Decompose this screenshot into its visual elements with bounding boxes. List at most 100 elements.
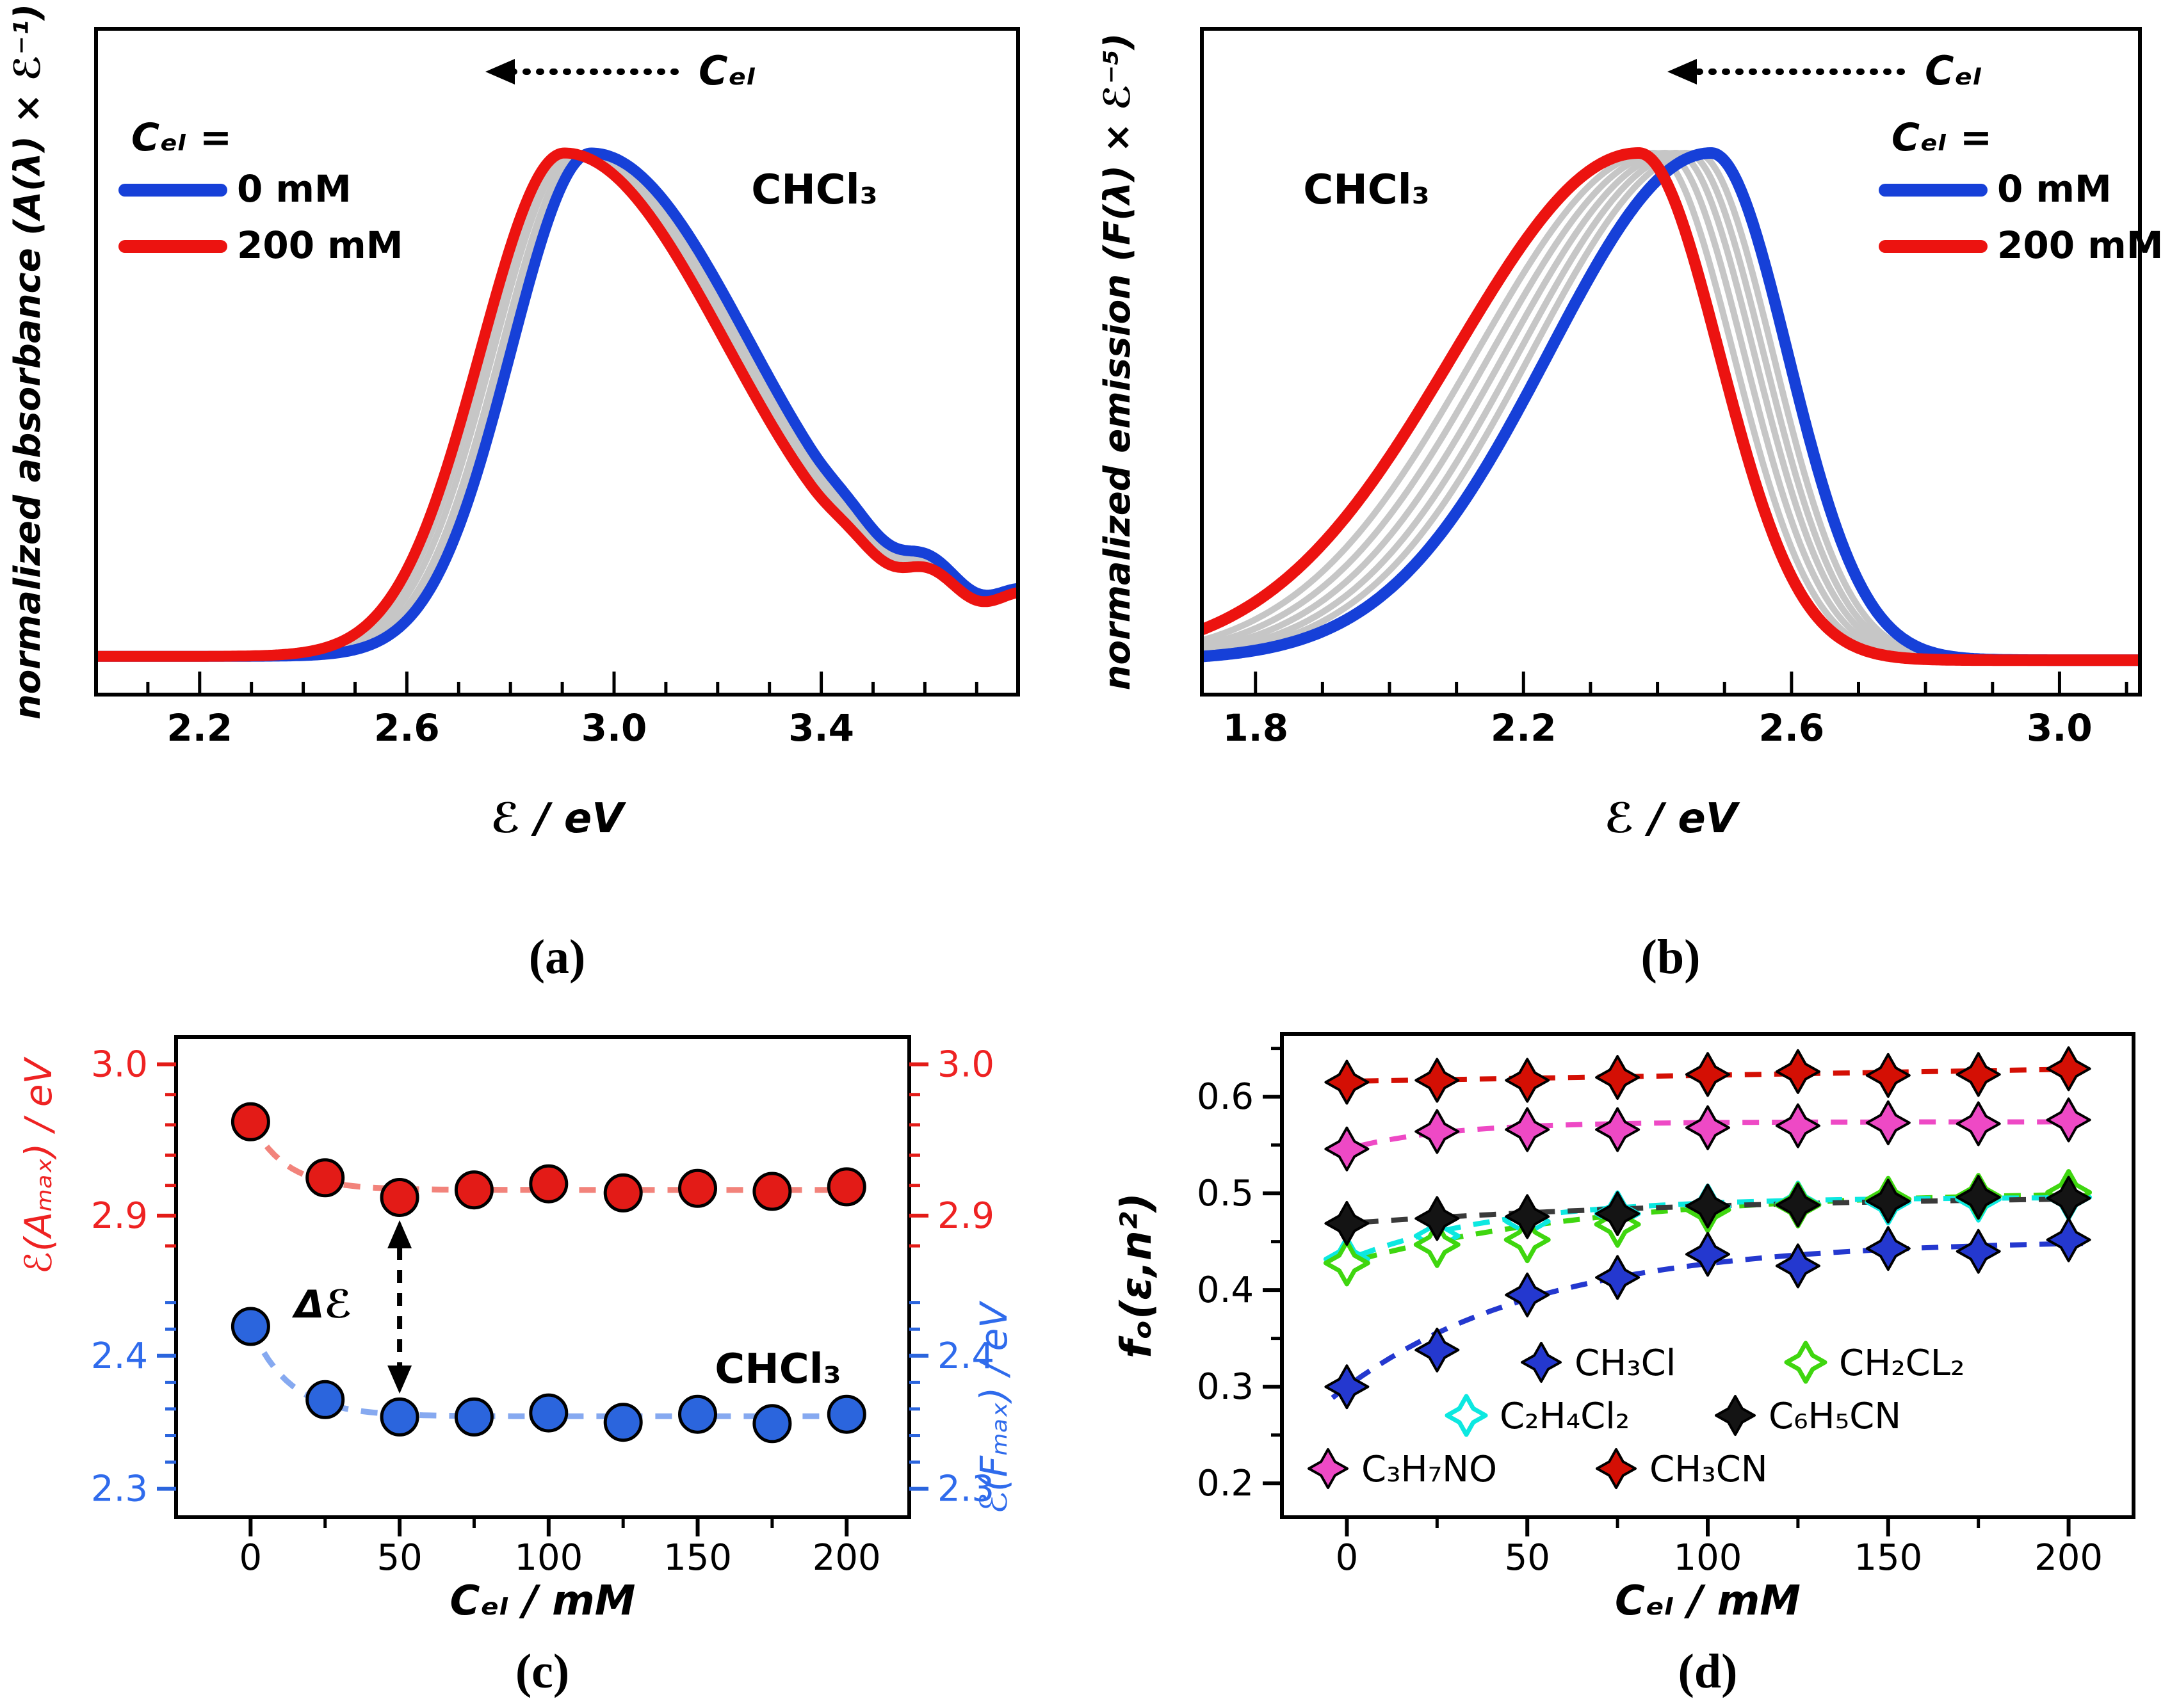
caption-a: (a)	[528, 930, 586, 984]
red-tick-label: 2.9	[937, 1195, 994, 1237]
data-point-C₃H₇NO	[2046, 1097, 2091, 1143]
blue-tick-label: 2.3	[91, 1469, 148, 1510]
red-data-point	[752, 1172, 792, 1211]
x-tick-label: 0	[1336, 1537, 1359, 1579]
data-point-CH₂CL₂	[1323, 1239, 1370, 1287]
data-point-C₃H₇NO	[1505, 1107, 1550, 1152]
data-point-C₃H₇NO	[1865, 1100, 1911, 1145]
data-point-C₃H₇NO	[1595, 1107, 1640, 1152]
legend-label: C₆H₅CN	[1769, 1396, 1901, 1437]
data-point-CH₂CL₂	[1503, 1216, 1551, 1264]
legend-label: CH₃CN	[1649, 1449, 1768, 1490]
red-axis-label: ℰ(Aₘₐₓ) / eV	[17, 1056, 60, 1274]
data-point-C₆H₅CN	[1865, 1179, 1911, 1224]
y-tick-label: 0.5	[1197, 1173, 1254, 1214]
legend-label: C₃H₇NO	[1361, 1449, 1497, 1490]
legend-marker-CH₃Cl	[1521, 1342, 1562, 1383]
legend-marker-C₆H₅CN	[1715, 1395, 1756, 1436]
legend-label: C₂H₄Cl₂	[1500, 1396, 1630, 1437]
blue-data-point	[603, 1403, 643, 1442]
spectrum-curve-intermediate-3	[98, 150, 1016, 660]
x-tick-label: 2.6	[1758, 706, 1824, 750]
legend-marker-C₂H₄Cl₂	[1445, 1394, 1488, 1437]
blue-tick-label: 2.4	[937, 1335, 994, 1377]
data-point-CH₃CN	[1414, 1058, 1460, 1103]
cel-arrow-head-icon	[485, 59, 515, 85]
x-axis-label: ℰ / eV	[490, 795, 626, 842]
data-point-C₃H₇NO	[1414, 1109, 1460, 1154]
spectrum-curve-intermediate-4	[98, 150, 1016, 660]
legend-marker-CH₃CN	[1596, 1448, 1637, 1489]
x-axis-label: Cₑₗ / mM	[450, 1577, 636, 1625]
panel-d-polarity-chart: 0.2 0.3 0.4 0.5 0.6 0 50 100 150 200 Cₑₗ / mM fₒ(ε,…	[1112, 1032, 2135, 1625]
data-point-CH₃CN	[1324, 1059, 1370, 1105]
spectrum-curve-200 mM	[1204, 147, 2138, 666]
data-point-C₆H₅CN	[1324, 1201, 1370, 1246]
legend-label: 200 mM	[237, 223, 403, 267]
data-point-C₃H₇NO	[1775, 1103, 1820, 1148]
red-data-point	[231, 1102, 270, 1141]
blue-data-point	[827, 1394, 866, 1434]
data-point-CH₃Cl	[2046, 1217, 2091, 1262]
data-point-C₆H₅CN	[1685, 1183, 1730, 1229]
y-axis-label: fₒ(ε,n²)	[1112, 1193, 1161, 1358]
blue-data-point	[380, 1397, 419, 1437]
spectrum-curve-0 mM	[98, 147, 1016, 662]
data-point-CH₃CN	[1956, 1052, 2001, 1097]
x-tick-label: 0	[239, 1537, 263, 1579]
blue-data-point	[529, 1393, 569, 1433]
blue-axis-label: ℰ(Fₘₐₓ) / eV	[972, 1300, 1016, 1514]
red-data-point	[529, 1164, 569, 1204]
legend-marker-C₃H₇NO	[1308, 1448, 1349, 1489]
x-tick-label: 100	[514, 1537, 583, 1579]
cel-arrow-label: Cₑₗ	[1925, 47, 1982, 94]
red-tick-label: 3.0	[937, 1044, 994, 1086]
panel-a-absorbance-chart: 2.2 2.6 3.0 3.4 ℰ / eV normalized absorbance …	[7, 4, 1020, 842]
delta-arrow-up-head-icon	[387, 1220, 412, 1248]
x-tick-label: 3.4	[788, 706, 854, 750]
x-tick-label: 50	[1505, 1537, 1550, 1579]
data-point-C₆H₅CN	[2046, 1175, 2091, 1221]
data-point-C₆H₅CN	[1414, 1196, 1460, 1241]
x-axis-label: Cₑₗ / mM	[1615, 1577, 1801, 1625]
data-point-CH₃Cl	[1595, 1255, 1640, 1300]
legend-title: Cₑₗ =	[131, 115, 232, 160]
plot-frame	[1200, 27, 2142, 697]
x-tick-label: 200	[813, 1537, 881, 1579]
spectrum-curve-intermediate-2	[98, 150, 1016, 660]
spectrum-curve-intermediate-1	[98, 150, 1016, 660]
data-point-CH₃Cl	[1505, 1272, 1550, 1317]
red-data-point	[678, 1168, 717, 1208]
y-tick-label: 0.6	[1197, 1076, 1254, 1118]
blue-data-point	[231, 1307, 270, 1346]
x-tick-label: 150	[663, 1537, 732, 1579]
trend-line-CH₃Cl	[1331, 1241, 2084, 1400]
red-data-point	[305, 1158, 345, 1198]
legend-label: CH₃Cl	[1575, 1342, 1676, 1384]
caption-d: (d)	[1678, 1645, 1738, 1698]
data-point-CH₂CL₂	[1413, 1221, 1461, 1268]
legend-label: CH₂CL₂	[1839, 1342, 1964, 1384]
data-point-CH₃Cl	[1956, 1229, 2001, 1274]
cel-arrow-head-icon	[1667, 59, 1697, 85]
data-point-C₆H₅CN	[1595, 1191, 1640, 1236]
x-tick-label: 150	[1854, 1537, 1922, 1579]
data-point-CH₃Cl	[1865, 1226, 1911, 1271]
solvent-label: CHCl₃	[715, 1346, 841, 1393]
data-point-C₃H₇NO	[1324, 1126, 1370, 1172]
spectra-curves	[1204, 147, 2138, 666]
data-point-C₆H₅CN	[1505, 1194, 1550, 1239]
blue-data-point	[305, 1380, 345, 1419]
data-point-CH₃CN	[1595, 1055, 1640, 1100]
legend-label: 200 mM	[1997, 223, 2163, 267]
caption-c: (c)	[515, 1645, 570, 1698]
x-tick-label: 100	[1674, 1537, 1742, 1579]
cel-arrow-label: Cₑₗ	[699, 47, 756, 94]
x-tick-label: 3.0	[581, 706, 647, 750]
panel-c-peak-position-chart: 2.9 2.9 3.0 3.0 2.3 2.3 2.4 2.4 0 50 100 150 200 Cₑₗ …	[17, 1035, 1016, 1625]
data-point-CH₃Cl	[1324, 1364, 1370, 1410]
data-point-CH₃CN	[1505, 1058, 1550, 1103]
spectra-curves	[98, 147, 1016, 662]
x-tick-label: 200	[2034, 1537, 2103, 1579]
